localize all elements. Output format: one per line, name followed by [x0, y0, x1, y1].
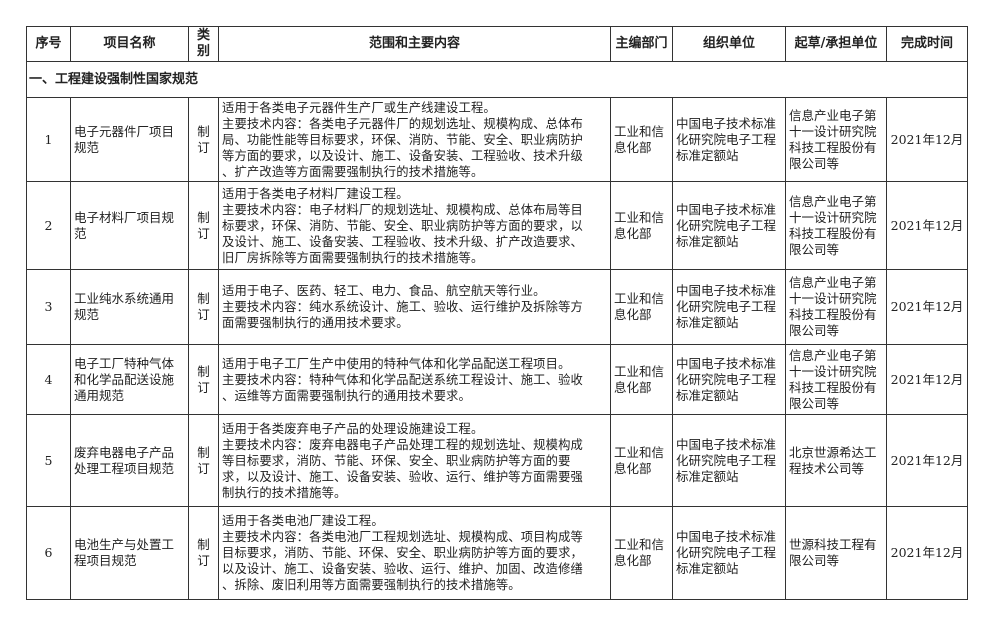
cell-drafter: 北京世源希达工 程技术公司等 [785, 414, 887, 507]
cell-type: 制订 [188, 269, 219, 345]
cell-org: 中国电子技术标准 化研究院电子工程 标准定额站 [672, 414, 786, 507]
cell-time: 2021年12月 [886, 181, 968, 270]
cell-time: 2021年12月 [886, 506, 968, 600]
header-no: 序号 [26, 26, 71, 62]
cell-dept: 工业和信 息化部 [610, 97, 673, 182]
cell-content: 适用于电子工厂生产中使用的特种气体和化学品配送工程项目。 主要技术内容：特种气体… [218, 344, 611, 415]
cell-content: 适用于各类电子元器件生产厂或生产线建设工程。 主要技术内容：各类电子元器件厂的规… [218, 97, 611, 182]
standards-table: 序号 项目名称 类别 范围和主要内容 主编部门 组织单位 起草/承担单位 完成时… [26, 26, 968, 600]
table-row: 5 废弃电器电子产品 处理工程项目规范 制订 适用于各类废弃电子产品的处理设施建设工程… [26, 414, 968, 507]
cell-org: 中国电子技术标准 化研究院电子工程 标准定额站 [672, 181, 786, 270]
cell-time: 2021年12月 [886, 344, 968, 415]
cell-no: 2 [26, 181, 71, 270]
header-drafter: 起草/承担单位 [785, 26, 887, 62]
header-org: 组织单位 [672, 26, 786, 62]
section-row: 一、工程建设强制性国家规范 [26, 61, 968, 98]
cell-dept: 工业和信 息化部 [610, 269, 673, 345]
cell-org: 中国电子技术标准 化研究院电子工程 标准定额站 [672, 269, 786, 345]
cell-no: 5 [26, 414, 71, 507]
cell-name: 废弃电器电子产品 处理工程项目规范 [70, 414, 189, 507]
header-content: 范围和主要内容 [218, 26, 611, 62]
table-row: 2 电子材料厂项目规 范制订 适用于各类电子材料厂建设工程。 主要技术内容：电子材料… [26, 181, 968, 270]
table-row: 6 电池生产与处置工 程项目规范 制订 适用于各类电池厂建设工程。 主要技术内容：各类… [26, 506, 968, 600]
cell-org: 中国电子技术标准 化研究院电子工程 标准定额站 [672, 97, 786, 182]
cell-type: 制订 [188, 414, 219, 507]
cell-type: 制订 [188, 97, 219, 182]
cell-type: 制订 [188, 506, 219, 600]
cell-drafter: 信息产业电子第 十一设计研究院 科技工程股份有 限公司等 [785, 181, 887, 270]
cell-content: 适用于各类废弃电子产品的处理设施建设工程。 主要技术内容：废弃电器电子产品处理工… [218, 414, 611, 507]
cell-no: 1 [26, 97, 71, 182]
cell-dept: 工业和信 息化部 [610, 506, 673, 600]
cell-name: 电子材料厂项目规 范 [70, 181, 189, 270]
cell-drafter: 世源科技工程有 限公司等 [785, 506, 887, 600]
cell-name: 电子元器件厂项目 规范 [70, 97, 189, 182]
cell-name: 电池生产与处置工 程项目规范 [70, 506, 189, 600]
cell-drafter: 信息产业电子第 十一设计研究院 科技工程股份有 限公司等 [785, 344, 887, 415]
cell-content: 适用于各类电池厂建设工程。 主要技术内容：各类电池厂工程规划选址、规模构成、项目… [218, 506, 611, 600]
section-title: 一、工程建设强制性国家规范 [26, 61, 968, 98]
cell-dept: 工业和信 息化部 [610, 414, 673, 507]
table-row: 1 电子元器件厂项目 规范 制订 适用于各类电子元器件生产厂或生产线建设工程。 主要技… [26, 97, 968, 182]
header-type: 类别 [188, 26, 219, 62]
cell-type: 制订 [188, 344, 219, 415]
cell-time: 2021年12月 [886, 269, 968, 345]
cell-content: 适用于电子、医药、轻工、电力、食品、航空航天等行业。 主要技术内容：纯水系统设计… [218, 269, 611, 345]
cell-dept: 工业和信 息化部 [610, 344, 673, 415]
cell-no: 4 [26, 344, 71, 415]
cell-org: 中国电子技术标准 化研究院电子工程 标准定额站 [672, 506, 786, 600]
cell-name: 电子工厂特种气体 和化学品配送设施 通用规范 [70, 344, 189, 415]
cell-content: 适用于各类电子材料厂建设工程。 主要技术内容：电子材料厂的规划选址、规模构成、总… [218, 181, 611, 270]
cell-no: 6 [26, 506, 71, 600]
header-dept: 主编部门 [610, 26, 673, 62]
cell-time: 2021年12月 [886, 414, 968, 507]
table-row: 4 电子工厂特种气体 和化学品配送设施 通用规范 制订 适用于电子工厂生产中使用的特种… [26, 344, 968, 415]
header-time: 完成时间 [886, 26, 968, 62]
table-row: 3 工业纯水系统通用 规范 制订 适用于电子、医药、轻工、电力、食品、航空航天等行业。… [26, 269, 968, 345]
cell-dept: 工业和信 息化部 [610, 181, 673, 270]
cell-type: 制订 [188, 181, 219, 270]
cell-drafter: 信息产业电子第 十一设计研究院 科技工程股份有 限公司等 [785, 97, 887, 182]
header-row: 序号 项目名称 类别 范围和主要内容 主编部门 组织单位 起草/承担单位 完成时… [26, 26, 968, 62]
cell-org: 中国电子技术标准 化研究院电子工程 标准定额站 [672, 344, 786, 415]
header-name: 项目名称 [70, 26, 189, 62]
cell-no: 3 [26, 269, 71, 345]
cell-name: 工业纯水系统通用 规范 [70, 269, 189, 345]
cell-drafter: 信息产业电子第 十一设计研究院 科技工程股份有 限公司等 [785, 269, 887, 345]
cell-time: 2021年12月 [886, 97, 968, 182]
